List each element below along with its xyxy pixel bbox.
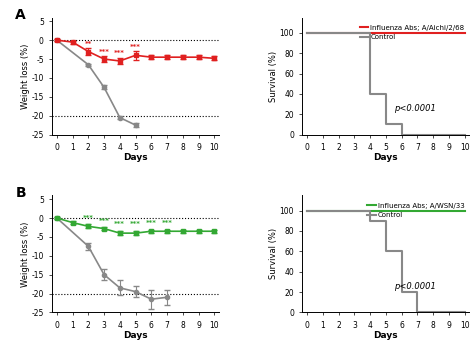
Text: ***: *** [83,215,94,221]
X-axis label: Days: Days [374,331,398,340]
X-axis label: Days: Days [123,331,148,340]
Y-axis label: Weight loss (%): Weight loss (%) [21,44,30,109]
X-axis label: Days: Days [123,153,148,162]
Y-axis label: Survival (%): Survival (%) [269,229,278,279]
Text: ***: *** [130,221,141,227]
Text: ***: *** [99,48,109,54]
Text: A: A [16,8,26,22]
Text: ***: *** [114,50,125,56]
Text: ***: *** [130,44,141,49]
Text: p<0.0001: p<0.0001 [394,282,436,291]
Text: ***: *** [114,221,125,227]
Y-axis label: Weight loss (%): Weight loss (%) [21,221,30,286]
Text: B: B [16,186,26,200]
Y-axis label: Survival (%): Survival (%) [269,51,278,101]
Legend: Influenza Abs; A/WSN/33, Control: Influenza Abs; A/WSN/33, Control [366,201,466,219]
X-axis label: Days: Days [374,153,398,162]
Text: ***: *** [162,220,173,226]
Legend: Influenza Abs; A/Aichi/2/68, Control: Influenza Abs; A/Aichi/2/68, Control [358,24,466,42]
Text: p<0.0001: p<0.0001 [394,104,436,113]
Text: **: ** [85,41,92,47]
Text: ***: *** [99,218,109,224]
Text: ***: *** [146,220,157,226]
